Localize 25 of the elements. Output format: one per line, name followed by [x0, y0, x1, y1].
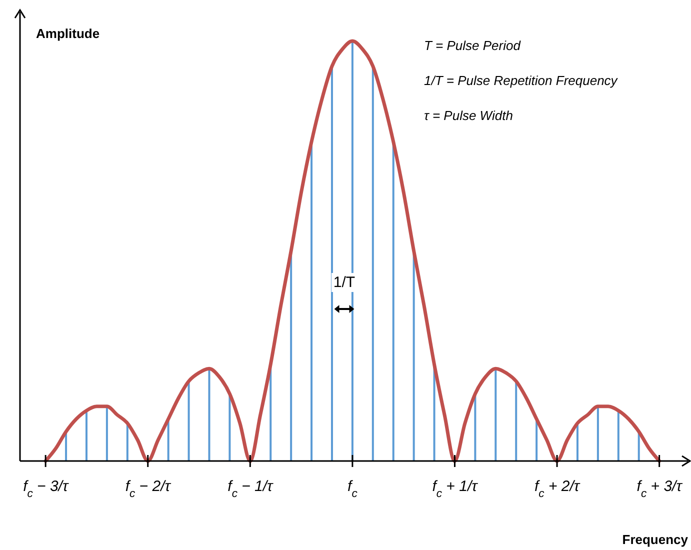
x-axis-title: Frequency: [622, 532, 689, 547]
x-tick-label: f$_{c}$ − 3/τ: [23, 478, 70, 500]
x-tick-label: f$_{c}$ + 3/τ: [636, 478, 684, 500]
annotation: T = Pulse Period: [424, 38, 522, 53]
bar: [188, 381, 190, 461]
bar: [228, 394, 231, 461]
y-axis-title: Amplitude: [36, 26, 100, 41]
x-tick-label: f$_{c}$ − 1/τ: [228, 478, 274, 500]
annotation: 1/T = Pulse Repetition Frequency: [424, 73, 619, 88]
x-tick-label: f$_{c}$: [348, 478, 358, 500]
bar: [106, 406, 108, 461]
annotation: 1/T: [333, 274, 356, 291]
bar: [126, 423, 128, 461]
bar: [208, 368, 210, 461]
bar: [167, 419, 170, 461]
bar: [85, 410, 88, 461]
x-tick-label: f$_{c}$ − 2/τ: [125, 478, 172, 500]
x-tick-label: f$_{c}$ + 2/τ: [534, 478, 581, 500]
annotation: τ = Pulse Width: [424, 108, 513, 123]
bar: [515, 381, 518, 461]
bar: [576, 423, 578, 461]
bar: [617, 410, 620, 461]
bar: [596, 406, 599, 461]
x-tick-label: f$_{c}$ + 1/τ: [432, 478, 479, 500]
bar: [494, 368, 497, 461]
